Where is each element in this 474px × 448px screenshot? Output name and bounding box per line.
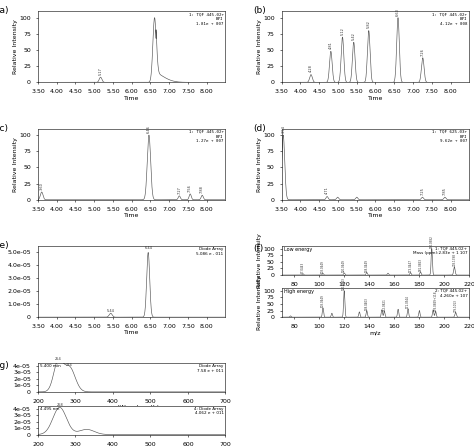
Text: 258: 258 [56, 403, 63, 407]
Text: 5.12: 5.12 [340, 27, 345, 35]
Text: 5.44: 5.44 [107, 309, 115, 313]
Text: (e): (e) [0, 241, 9, 250]
Text: Diode Array
7.58 e + 011: Diode Array 7.58 e + 011 [197, 364, 224, 373]
Text: 4: Diode Array
4.062 e + 011: 4: Diode Array 4.062 e + 011 [194, 407, 224, 415]
Y-axis label: Relative Intensity: Relative Intensity [257, 233, 262, 288]
X-axis label: Time: Time [124, 213, 139, 218]
Text: 1: TQF 445.02+
BPI
1.27e + 007: 1: TQF 445.02+ BPI 1.27e + 007 [189, 130, 224, 143]
Text: 5.400 min: 5.400 min [40, 364, 61, 368]
Text: 209.1013: 209.1013 [454, 299, 457, 312]
X-axis label: m/z: m/z [370, 331, 381, 336]
Text: 152.0821: 152.0821 [383, 297, 386, 310]
Text: High energy: High energy [283, 289, 314, 294]
Text: (a): (a) [0, 6, 9, 15]
Text: 7.27: 7.27 [177, 186, 182, 194]
Text: 6.60: 6.60 [396, 8, 400, 16]
Text: 208.1398: 208.1398 [452, 253, 456, 266]
Text: 6.44: 6.44 [144, 246, 152, 250]
Text: (c): (c) [0, 124, 9, 133]
Text: 7.88: 7.88 [200, 185, 204, 193]
Text: 193.0869+118: 193.0869+118 [434, 290, 438, 310]
Text: 1: TQF 445.02+
BPI
1.81e + 007: 1: TQF 445.02+ BPI 1.81e + 007 [189, 13, 224, 26]
X-axis label: Time: Time [368, 96, 383, 101]
X-axis label: Time: Time [124, 331, 139, 336]
Text: 7.85: 7.85 [443, 187, 447, 195]
Text: (d): (d) [254, 124, 266, 133]
Y-axis label: Relative Intensity: Relative Intensity [257, 19, 262, 74]
X-axis label: m/z: m/z [370, 289, 381, 293]
Text: 7.25: 7.25 [420, 187, 424, 195]
Text: 120.0443: 120.0443 [342, 277, 346, 290]
X-axis label: Time: Time [368, 213, 383, 218]
Text: 103.0449: 103.0449 [321, 294, 325, 307]
Text: (b): (b) [254, 6, 266, 15]
Text: 1: TQF 445.02+
Mass (ppm):2.83e + 1 107: 1: TQF 445.02+ Mass (ppm):2.83e + 1 107 [413, 247, 467, 255]
Text: 3.54: 3.54 [281, 125, 285, 133]
Y-axis label: Relative Intensity: Relative Intensity [13, 137, 18, 192]
X-axis label: nm (Wavelength): nm (Wavelength) [105, 405, 159, 410]
Text: 284: 284 [66, 362, 73, 366]
Text: 1: TQF 445.02+
BPI
4.12e + 008: 1: TQF 445.02+ BPI 4.12e + 008 [432, 13, 467, 26]
Text: 1: TQF 625.03+
BPI
9.62e + 007: 1: TQF 625.03+ BPI 9.62e + 007 [432, 130, 467, 143]
Text: 2: TQF 445.02+
4.260e + 107: 2: TQF 445.02+ 4.260e + 107 [435, 289, 467, 297]
Text: Low energy: Low energy [283, 247, 312, 252]
Text: 4.81: 4.81 [329, 41, 333, 49]
Text: 138.0403: 138.0403 [365, 297, 369, 310]
Text: 181.0863: 181.0863 [419, 258, 422, 271]
Text: 7.56: 7.56 [188, 184, 192, 192]
Text: 4.71: 4.71 [325, 186, 329, 194]
Text: 138.0449: 138.0449 [365, 258, 369, 271]
Text: Diode Array
5.086 e - 011: Diode Array 5.086 e - 011 [196, 247, 224, 256]
X-axis label: Time: Time [124, 96, 139, 101]
Text: 103.0449: 103.0449 [321, 260, 325, 273]
Text: 5.82: 5.82 [367, 21, 371, 29]
Text: 173.0447: 173.0447 [409, 259, 412, 272]
Text: 87.0443: 87.0443 [301, 262, 305, 273]
Text: 5.42: 5.42 [352, 32, 356, 40]
Y-axis label: Relative Intensity: Relative Intensity [257, 137, 262, 192]
Text: 254: 254 [55, 357, 62, 361]
Text: 120.0449: 120.0449 [342, 259, 346, 272]
Y-axis label: Relative Intensity: Relative Intensity [257, 275, 262, 330]
Text: 3.60: 3.60 [40, 182, 44, 190]
Y-axis label: Relative Intensity: Relative Intensity [13, 19, 18, 74]
Text: (f): (f) [254, 244, 264, 253]
Text: 7.26: 7.26 [421, 48, 425, 56]
Text: 171.0544: 171.0544 [406, 295, 410, 308]
Text: 5.17: 5.17 [99, 67, 102, 75]
Text: (g): (g) [0, 362, 9, 370]
Text: 4.495 nm: 4.495 nm [40, 407, 59, 411]
Text: 4.28: 4.28 [309, 65, 313, 73]
Text: 6.46: 6.46 [147, 125, 151, 133]
Text: 190.0982: 190.0982 [430, 235, 434, 248]
